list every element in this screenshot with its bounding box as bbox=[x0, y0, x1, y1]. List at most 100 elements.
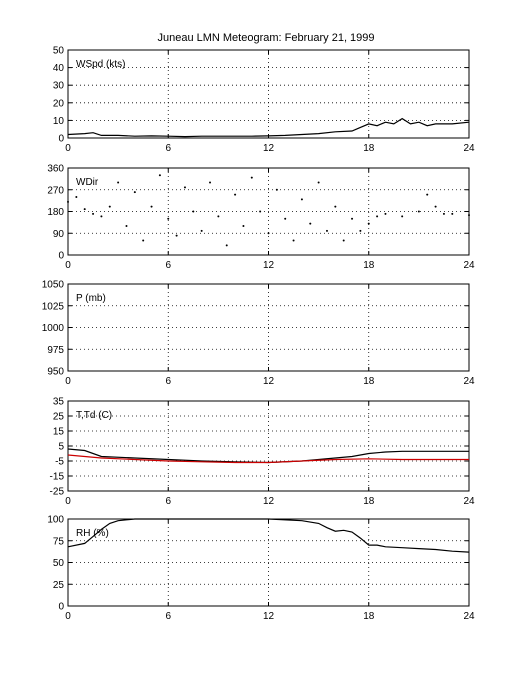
data-point bbox=[167, 217, 170, 220]
y-tick-label: 40 bbox=[53, 63, 65, 74]
x-tick-label: 12 bbox=[263, 496, 275, 507]
data-point bbox=[100, 215, 103, 218]
data-point bbox=[284, 217, 287, 220]
data-point bbox=[384, 212, 387, 215]
data-point bbox=[250, 176, 253, 179]
x-tick-label: 18 bbox=[363, 496, 375, 507]
x-tick-label: 24 bbox=[463, 611, 475, 622]
data-point bbox=[200, 229, 203, 232]
x-tick-label: 12 bbox=[263, 260, 275, 271]
x-tick-label: 6 bbox=[165, 376, 171, 387]
x-tick-label: 6 bbox=[165, 260, 171, 271]
data-point bbox=[259, 210, 262, 213]
data-point bbox=[242, 225, 245, 227]
series-line-1 bbox=[67, 454, 469, 464]
y-tick-label: 0 bbox=[58, 134, 64, 145]
x-tick-label: 24 bbox=[463, 376, 475, 387]
y-tick-label: 30 bbox=[53, 81, 65, 92]
data-point bbox=[309, 222, 312, 225]
data-point bbox=[292, 239, 295, 242]
data-point bbox=[192, 210, 195, 213]
data-point bbox=[367, 222, 370, 225]
data-point bbox=[67, 200, 69, 203]
data-point bbox=[175, 234, 178, 237]
y-tick-label: -25 bbox=[50, 487, 65, 498]
data-point bbox=[183, 186, 186, 189]
data-point bbox=[401, 215, 404, 218]
data-point bbox=[125, 225, 128, 227]
y-tick-label: 20 bbox=[53, 98, 65, 109]
y-tick-label: 1025 bbox=[42, 301, 65, 312]
y-tick-label: 75 bbox=[53, 536, 65, 547]
y-tick-label: 1050 bbox=[42, 280, 65, 291]
panel-label: WSpd (kts) bbox=[76, 59, 125, 70]
data-point bbox=[142, 239, 145, 242]
y-tick-label: 5 bbox=[58, 442, 64, 453]
data-point bbox=[434, 205, 437, 208]
panel-label: WDir bbox=[76, 177, 99, 188]
x-tick-label: 0 bbox=[65, 260, 71, 271]
y-tick-label: 25 bbox=[53, 412, 65, 423]
x-tick-label: 18 bbox=[363, 376, 375, 387]
y-tick-label: 1000 bbox=[42, 323, 65, 334]
y-tick-label: 10 bbox=[53, 116, 65, 127]
data-point bbox=[234, 193, 237, 196]
y-tick-label: 180 bbox=[47, 207, 64, 218]
y-tick-label: 0 bbox=[58, 251, 64, 262]
y-tick-label: 100 bbox=[47, 515, 64, 526]
y-tick-label: 35 bbox=[53, 397, 65, 408]
data-point bbox=[334, 205, 337, 208]
data-point bbox=[209, 181, 212, 184]
y-tick-label: -5 bbox=[55, 457, 64, 468]
y-tick-label: 360 bbox=[47, 164, 64, 175]
x-tick-label: 18 bbox=[363, 143, 375, 154]
panel-0: 0 10 20 30 40 50 0 6 12 18 24 WSpd (kts) bbox=[53, 46, 475, 155]
data-point bbox=[133, 191, 136, 194]
data-point bbox=[351, 217, 354, 220]
x-tick-label: 24 bbox=[463, 260, 475, 271]
data-point bbox=[117, 181, 120, 184]
x-tick-label: 0 bbox=[65, 143, 71, 154]
x-tick-label: 12 bbox=[263, 376, 275, 387]
x-tick-label: 18 bbox=[363, 260, 375, 271]
y-tick-label: 950 bbox=[47, 367, 64, 378]
data-point bbox=[83, 208, 86, 211]
data-point bbox=[267, 232, 270, 235]
panel-label: RH (%) bbox=[76, 528, 109, 539]
x-tick-label: 0 bbox=[65, 376, 71, 387]
x-tick-label: 6 bbox=[165, 496, 171, 507]
data-point bbox=[275, 188, 278, 191]
data-point bbox=[451, 212, 454, 215]
y-tick-label: 975 bbox=[47, 345, 64, 356]
panel-label: P (mb) bbox=[76, 293, 106, 304]
panel-2: 950 975 1000 1025 1050 0 6 12 18 24 P (mb) bbox=[42, 280, 475, 388]
x-tick-label: 12 bbox=[263, 611, 275, 622]
data-point bbox=[417, 210, 420, 213]
data-point bbox=[75, 196, 78, 198]
data-point bbox=[442, 212, 445, 215]
data-point bbox=[376, 215, 379, 218]
x-tick-label: 6 bbox=[165, 143, 171, 154]
y-tick-label: -15 bbox=[50, 472, 65, 483]
panel-1: 0 90 180 270 360 0 6 12 18 24 WDir bbox=[47, 164, 475, 272]
data-point bbox=[325, 229, 328, 232]
series-line-0 bbox=[67, 518, 470, 553]
x-tick-label: 6 bbox=[165, 611, 171, 622]
series-line-0 bbox=[67, 117, 470, 138]
x-tick-label: 24 bbox=[463, 143, 475, 154]
data-point bbox=[300, 198, 303, 201]
y-tick-label: 0 bbox=[58, 602, 64, 613]
data-point bbox=[150, 205, 153, 208]
data-point bbox=[426, 193, 429, 196]
x-tick-label: 24 bbox=[463, 496, 475, 507]
y-tick-label: 90 bbox=[53, 229, 65, 240]
x-tick-label: 18 bbox=[363, 611, 375, 622]
panel-3: -25 -15 -5 5 15 25 35 0 6 12 18 24 T,Td (C) bbox=[50, 397, 475, 508]
data-point bbox=[359, 229, 362, 232]
data-point bbox=[92, 212, 95, 215]
y-tick-label: 50 bbox=[53, 558, 65, 569]
y-tick-label: 50 bbox=[53, 46, 65, 57]
data-point bbox=[225, 244, 228, 247]
